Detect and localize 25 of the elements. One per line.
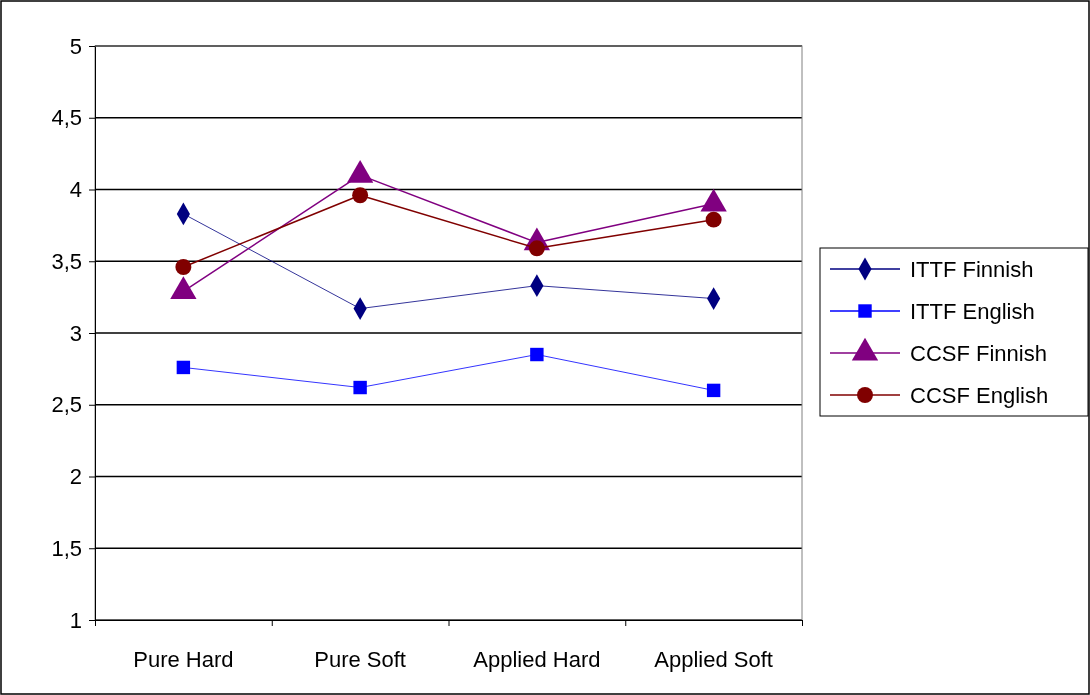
y-tick-label: 1,5 xyxy=(51,535,82,561)
legend-label: CCSF Finnish xyxy=(910,341,1047,366)
y-tick-label: 1 xyxy=(69,607,82,633)
point xyxy=(530,347,544,362)
legend-label: ITTF Finnish xyxy=(910,257,1034,282)
point xyxy=(352,187,369,204)
point xyxy=(528,240,545,257)
y-tick-label: 2 xyxy=(69,464,82,490)
legend-label: ITTF English xyxy=(910,299,1035,324)
y-tick-label: 3,5 xyxy=(51,248,82,274)
point xyxy=(176,360,191,375)
y-tick-label: 2,5 xyxy=(51,392,82,418)
y-tick-label: 5 xyxy=(69,33,82,59)
x-tick-label: Pure Soft xyxy=(314,647,406,672)
x-tick-label: Applied Hard xyxy=(473,647,601,672)
x-tick-label: Pure Hard xyxy=(133,647,234,672)
point xyxy=(353,380,367,395)
legend-label: CCSF English xyxy=(910,383,1049,408)
point xyxy=(705,211,722,228)
point xyxy=(706,383,721,398)
y-tick-label: 4 xyxy=(69,177,82,203)
x-tick-label: Applied Soft xyxy=(654,647,773,672)
y-tick-label: 3 xyxy=(69,320,82,346)
y-tick-label: 4,5 xyxy=(51,105,82,131)
point xyxy=(175,259,192,275)
